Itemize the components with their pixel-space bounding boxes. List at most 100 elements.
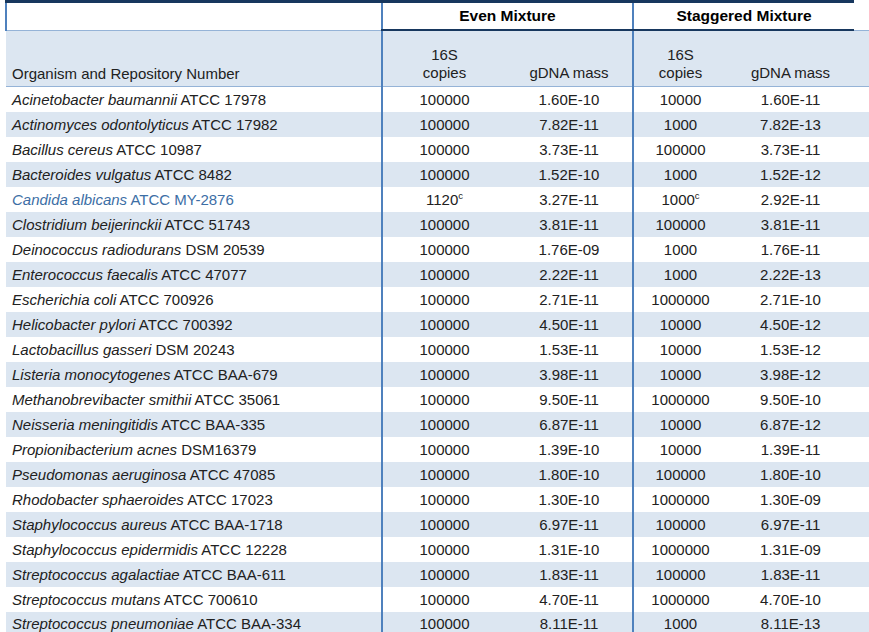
- cell-value: 6.97E-11: [761, 516, 821, 533]
- staggered-gdna-mass-cell: 9.50E-10: [727, 387, 854, 412]
- repository-number: ATCC 47077: [161, 266, 247, 283]
- row-filler: [854, 237, 869, 262]
- organism-cell: Streptococcus mutans ATCC 700610: [6, 587, 382, 612]
- staggered-16s-copies-cell: 10000: [633, 87, 727, 112]
- footnote-marker: c: [695, 190, 700, 201]
- organism-cell: Lactobacillus gasseri DSM 20243: [6, 337, 382, 362]
- staggered-gdna-mass-cell: 1.60E-11: [727, 87, 854, 112]
- cell-value: 1.39E-10: [539, 441, 600, 458]
- cell-value: 1.80E-10: [760, 466, 821, 483]
- even-gdna-mass-cell: 2.22E-11: [506, 262, 633, 287]
- organism-cell: Staphylococcus aureus ATCC BAA-1718: [6, 512, 382, 537]
- organism-name: Candida albicans: [12, 191, 127, 208]
- cell-value: 1000000: [651, 391, 709, 408]
- organism-cell: Escherichia coli ATCC 700926: [6, 287, 382, 312]
- cell-value: 100000: [419, 491, 469, 508]
- repository-number: DSM16379: [181, 441, 256, 458]
- cell-value: 10000: [660, 366, 702, 383]
- even-gdna-mass-cell: 4.70E-11: [506, 587, 633, 612]
- even-16s-copies-cell: 100000: [382, 287, 506, 312]
- cell-value: 1.60E-11: [761, 91, 821, 108]
- staggered-gdna-mass-cell: 8.11E-13: [727, 612, 854, 632]
- cell-value: 1120: [426, 191, 458, 208]
- staggered-16s-copies-cell: 10000: [633, 437, 727, 462]
- organism-cell: Bacteroides vulgatus ATCC 8482: [6, 162, 382, 187]
- cell-value: 8.11E-11: [540, 615, 599, 632]
- cell-value: 100000: [419, 591, 469, 608]
- cell-value: 100000: [419, 541, 469, 558]
- staggered-16s-copies-cell: 100000: [633, 562, 727, 587]
- repository-number: DSM 20539: [185, 241, 264, 258]
- cell-value: 100000: [419, 266, 469, 283]
- even-gdna-mass-cell: 1.76E-09: [506, 237, 633, 262]
- cell-value: 2.92E-11: [761, 191, 821, 208]
- organism-cell: Helicobacter pylori ATCC 700392: [6, 312, 382, 337]
- even-gdna-mass-cell: 1.52E-10: [506, 162, 633, 187]
- table-row: Actinomyces odontolyticus ATCC 179821000…: [6, 112, 869, 137]
- sub-header-row: Organism and Repository Number 16S copie…: [6, 30, 869, 87]
- cell-value: 3.81E-11: [539, 216, 599, 233]
- row-filler: [854, 562, 869, 587]
- cell-value: 10000: [660, 441, 702, 458]
- staggered-gdna-mass-cell: 2.22E-13: [727, 262, 854, 287]
- cell-value: 1000000: [651, 291, 709, 308]
- cell-value: 3.73E-11: [539, 141, 599, 158]
- cell-value: 1.39E-11: [761, 441, 821, 458]
- even-16s-copies-cell: 100000: [382, 362, 506, 387]
- cell-value: 100000: [419, 291, 469, 308]
- even-gdna-mass-cell: 1.30E-10: [506, 487, 633, 512]
- cell-value: 2.22E-11: [539, 266, 599, 283]
- row-filler: [854, 512, 869, 537]
- staggered-16s-copies-cell: 10000: [633, 412, 727, 437]
- organism-cell: Propionibacterium acnes DSM16379: [6, 437, 382, 462]
- table-row: Bacillus cereus ATCC 109871000003.73E-11…: [6, 137, 869, 162]
- row-filler: [854, 112, 869, 137]
- cell-value: 3.27E-11: [539, 191, 599, 208]
- organism-cell: Candida albicans ATCC MY-2876: [6, 187, 382, 212]
- organism-cell: Clostridium beijerinckii ATCC 51743: [6, 212, 382, 237]
- footnote-marker: c: [458, 190, 463, 201]
- cell-value: 100000: [419, 166, 469, 183]
- even-16s-copies-cell: 100000: [382, 487, 506, 512]
- organism-name: Neisseria meningitidis: [12, 416, 158, 433]
- header-16s-line: 16S: [383, 46, 506, 64]
- even-gdna-mass-cell: 1.80E-10: [506, 462, 633, 487]
- repository-number: ATCC BAA-335: [161, 416, 265, 433]
- table-body: Acinetobacter baumannii ATCC 17978100000…: [6, 87, 869, 632]
- staggered-16s-copies-cell: 10000: [633, 337, 727, 362]
- group-header-filler: [854, 2, 869, 31]
- cell-value: 7.82E-13: [760, 116, 821, 133]
- even-16s-copies-cell: 100000: [382, 537, 506, 562]
- cell-value: 100000: [419, 241, 469, 258]
- even-16s-copies-cell: 100000: [382, 512, 506, 537]
- organism-name: Escherichia coli: [12, 291, 116, 308]
- table-row: Clostridium beijerinckii ATCC 51743 10000…: [6, 212, 869, 237]
- cell-value: 4.50E-12: [760, 316, 821, 333]
- even-gdna-mass-cell: 3.27E-11: [506, 187, 633, 212]
- repository-number: ATCC BAA-1718: [170, 516, 282, 533]
- organism-name: Helicobacter pylori: [12, 316, 135, 333]
- organism-name: Rhodobacter sphaeroides: [12, 491, 184, 508]
- staggered-16s-copies-cell: 1000000: [633, 587, 727, 612]
- staggered-gdna-mass-cell: 2.71E-10: [727, 287, 854, 312]
- row-filler: [854, 287, 869, 312]
- even-gdna-mass-cell: 6.97E-11: [506, 512, 633, 537]
- cell-value: 100000: [419, 441, 469, 458]
- cell-value: 6.87E-12: [760, 416, 821, 433]
- staggered-gdna-mass-cell: 1.39E-11: [727, 437, 854, 462]
- even-16s-copies-cell: 100000: [382, 237, 506, 262]
- cell-value: 100000: [655, 141, 705, 158]
- organism-cell: Neisseria meningitidis ATCC BAA-335: [6, 412, 382, 437]
- staggered-16s-copies-cell: 1000000: [633, 537, 727, 562]
- staggered-16s-copies-cell: 1000000: [633, 387, 727, 412]
- cell-value: 3.98E-12: [760, 366, 821, 383]
- cell-value: 1000: [664, 266, 697, 283]
- table-row: Streptococcus agalactiae ATCC BAA-611100…: [6, 562, 869, 587]
- table-row: Bacteroides vulgatus ATCC 8482 100000 1.52…: [6, 162, 869, 187]
- cell-value: 100000: [419, 466, 469, 483]
- repository-number: ATCC 35061: [195, 391, 281, 408]
- organism-cell: Pseudomonas aeruginosa ATCC 47085: [6, 462, 382, 487]
- cell-value: 100000: [419, 216, 469, 233]
- organism-cell: Rhodobacter sphaeroides ATCC 17023: [6, 487, 382, 512]
- row-filler: [854, 212, 869, 237]
